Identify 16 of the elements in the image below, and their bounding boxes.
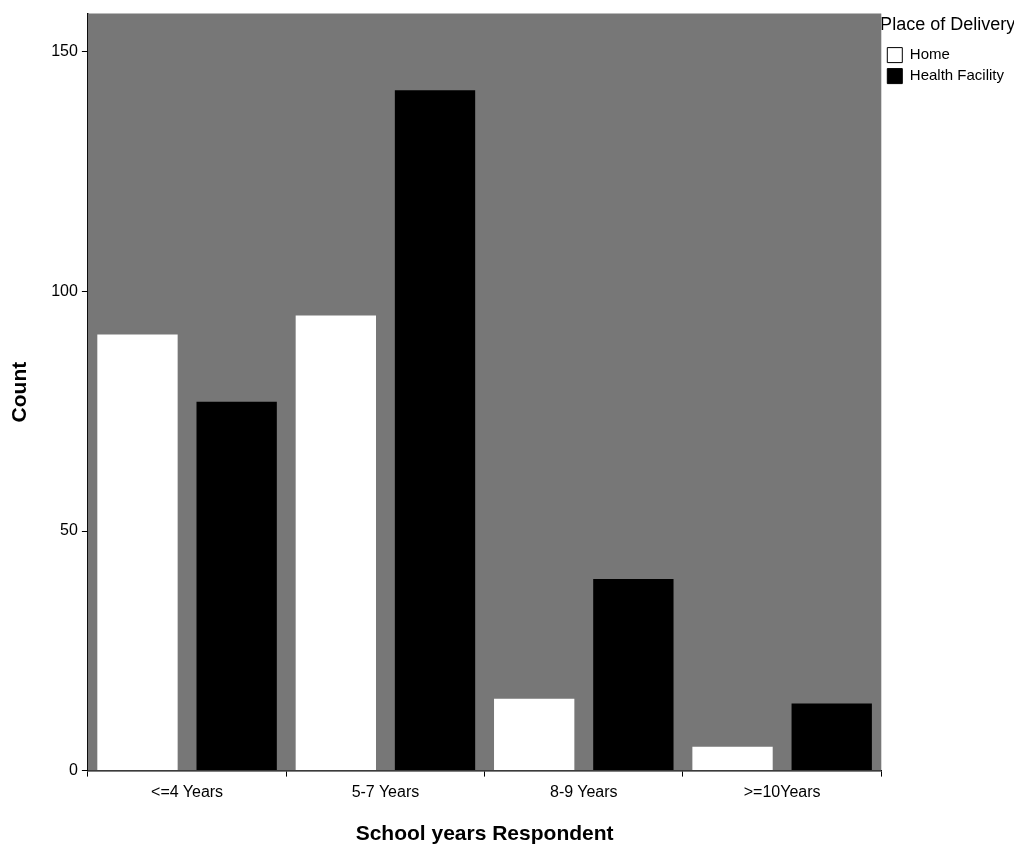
y-tick-label: 0 xyxy=(68,761,78,779)
bar xyxy=(494,698,575,771)
y-tick-label: 50 xyxy=(60,521,78,539)
x-axis-title: School years Respondent xyxy=(355,821,614,845)
bar xyxy=(295,315,376,771)
x-tick-label: >=10Years xyxy=(743,782,821,800)
x-tick-label: 8-9 Years xyxy=(549,782,618,800)
bar xyxy=(692,746,773,771)
legend-label: Health Facility xyxy=(909,66,1005,84)
bar xyxy=(97,334,178,771)
y-axis-title: Count xyxy=(7,361,31,423)
x-tick-label: <=4 Years xyxy=(151,782,224,800)
legend-label: Home xyxy=(909,45,950,63)
y-tick-label: 100 xyxy=(51,281,78,299)
y-tick-label: 150 xyxy=(51,42,78,60)
x-tick-label: 5-7 Years xyxy=(351,782,420,800)
